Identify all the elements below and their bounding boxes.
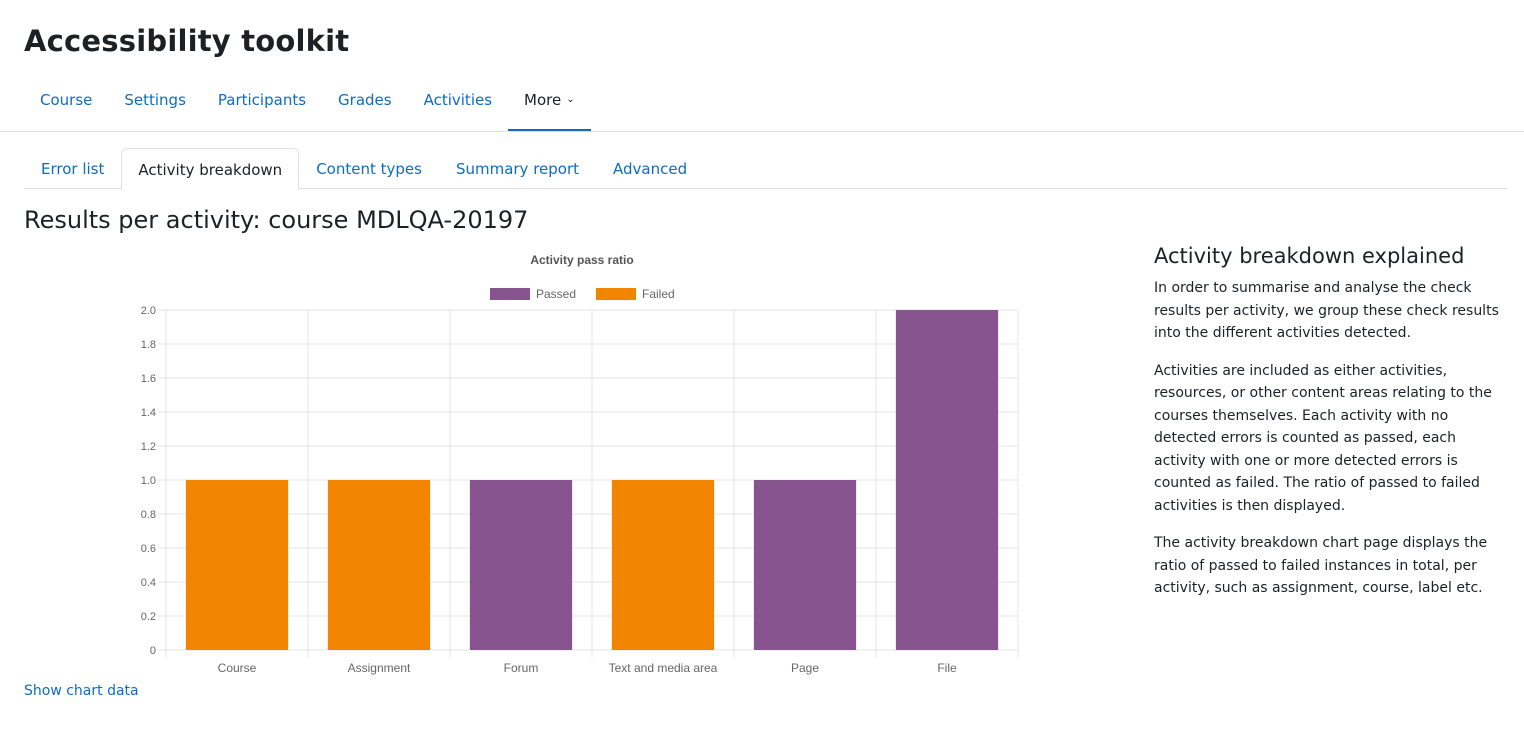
tab-advanced[interactable]: Advanced bbox=[596, 148, 704, 189]
y-tick-label: 1.6 bbox=[141, 373, 156, 385]
x-tick-label: File bbox=[937, 661, 957, 675]
bar-failed bbox=[611, 480, 715, 650]
chevron-down-icon: ⌄ bbox=[566, 94, 575, 105]
explanation-paragraph: Activities are included as either activi… bbox=[1154, 362, 1492, 514]
x-tick-label: Forum bbox=[504, 661, 539, 675]
chart-title: Activity pass ratio bbox=[530, 253, 633, 267]
y-tick-label: 2.0 bbox=[141, 305, 156, 317]
section-title: Results per activity: course MDLQA-20197 bbox=[24, 206, 529, 234]
bar-failed bbox=[327, 480, 431, 650]
x-tick-label: Page bbox=[791, 661, 819, 675]
tab-error-list[interactable]: Error list bbox=[24, 148, 121, 189]
nav-grades[interactable]: Grades bbox=[322, 70, 408, 132]
tab-activity-breakdown-label: Activity breakdown bbox=[138, 160, 283, 179]
nav-more-dropdown[interactable]: More ⌄ bbox=[508, 70, 591, 132]
explanation-paragraph: The activity breakdown chart page displa… bbox=[1154, 535, 1488, 596]
activity-chart-container: Activity pass ratio Passed Failed 0 0.2 0.4 0.… bbox=[24, 246, 1134, 676]
x-tick-label: Course bbox=[218, 661, 257, 675]
x-tick-label: Assignment bbox=[348, 661, 411, 675]
tab-advanced-label: Advanced bbox=[613, 160, 688, 178]
nav-course-label: Course bbox=[40, 90, 93, 109]
nav-settings[interactable]: Settings bbox=[108, 70, 202, 132]
explanation-paragraph: In order to summarise and analyse the ch… bbox=[1154, 280, 1499, 341]
y-tick-label: 0.2 bbox=[141, 611, 156, 623]
bar-passed bbox=[469, 480, 573, 650]
primary-navigation: Course Settings Participants Grades Acti… bbox=[24, 70, 591, 132]
tab-error-list-label: Error list bbox=[41, 160, 105, 178]
bar-failed bbox=[185, 480, 289, 650]
activity-pass-ratio-chart: Activity pass ratio Passed Failed 0 0.2 0.4 0.… bbox=[141, 253, 1019, 675]
y-tick-label: 1.8 bbox=[141, 339, 156, 351]
y-tick-label: 0.4 bbox=[141, 577, 156, 589]
nav-divider bbox=[0, 131, 1524, 132]
tab-summary-report-label: Summary report bbox=[455, 160, 580, 178]
show-chart-data-link[interactable]: Show chart data bbox=[24, 683, 139, 699]
secondary-tabs: Error list Activity breakdown Content ty… bbox=[24, 148, 1507, 190]
page-title: Accessibility toolkit bbox=[24, 24, 350, 58]
tab-activity-breakdown[interactable]: Activity breakdown bbox=[121, 148, 300, 190]
nav-grades-label: Grades bbox=[338, 90, 392, 109]
tab-content-types-label: Content types bbox=[316, 160, 422, 178]
nav-activities-label: Activities bbox=[423, 90, 493, 109]
y-tick-label: 1.2 bbox=[141, 441, 156, 453]
legend-label-passed: Passed bbox=[536, 287, 576, 301]
bar-passed bbox=[895, 310, 999, 650]
nav-more-label: More bbox=[524, 90, 562, 109]
y-tick-label: 0.6 bbox=[141, 543, 156, 555]
tab-summary-report[interactable]: Summary report bbox=[439, 148, 596, 189]
legend-swatch-passed bbox=[490, 288, 530, 300]
nav-participants[interactable]: Participants bbox=[202, 70, 322, 132]
tab-content-types[interactable]: Content types bbox=[299, 148, 439, 189]
nav-activities[interactable]: Activities bbox=[408, 70, 508, 132]
y-tick-label: 0 bbox=[150, 645, 156, 657]
bar-passed bbox=[753, 480, 857, 650]
nav-course[interactable]: Course bbox=[24, 70, 108, 132]
explanation-title: Activity breakdown explained bbox=[1154, 244, 1465, 268]
legend-swatch-failed bbox=[596, 288, 636, 300]
explanation-panel: Activity breakdown explained In order to… bbox=[1154, 244, 1506, 615]
y-tick-label: 0.8 bbox=[141, 509, 156, 521]
legend-label-failed: Failed bbox=[642, 287, 675, 301]
y-tick-label: 1.4 bbox=[141, 407, 156, 419]
nav-settings-label: Settings bbox=[124, 90, 186, 109]
y-tick-label: 1.0 bbox=[141, 475, 156, 487]
nav-participants-label: Participants bbox=[217, 90, 307, 109]
x-tick-label: Text and media area bbox=[609, 661, 718, 675]
